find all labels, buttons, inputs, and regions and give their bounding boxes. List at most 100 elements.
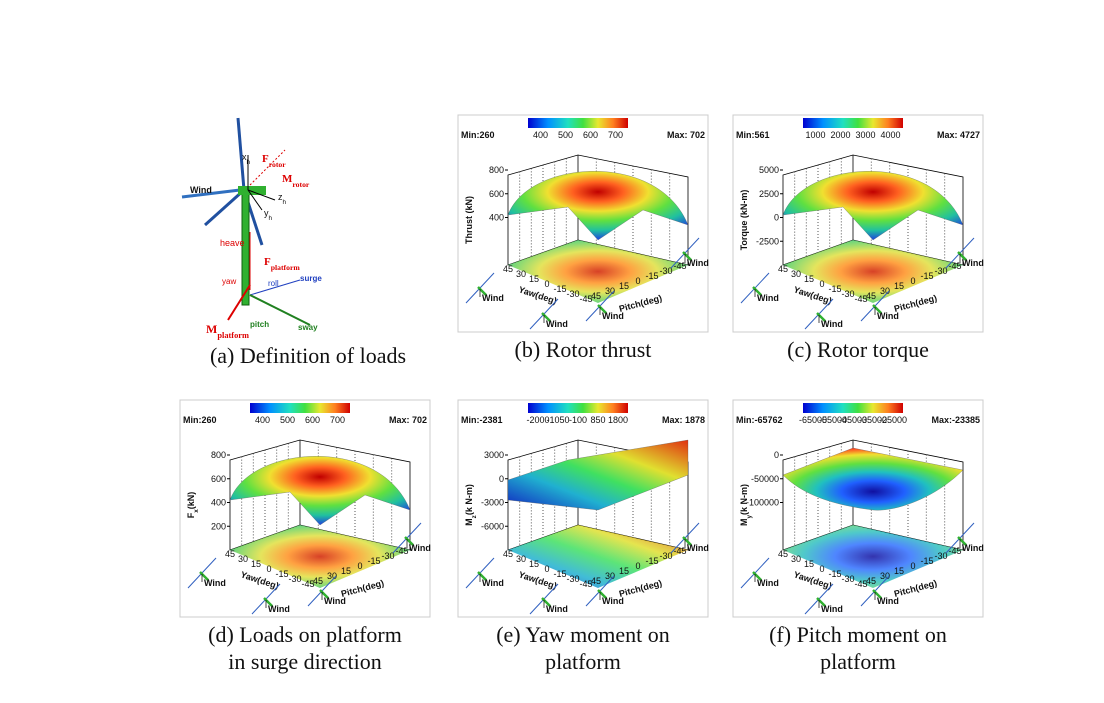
wind-blade <box>404 536 414 546</box>
z-label-part: F <box>186 512 196 518</box>
z-axis-label: Fx(kN) <box>186 492 200 519</box>
moment-label-part: M <box>282 173 293 185</box>
surface <box>507 171 689 241</box>
z-label-part: z <box>471 515 478 518</box>
colorbar <box>528 403 628 413</box>
z-tick-label: 600 <box>489 189 504 199</box>
z-label-part: Torque (kN-m) <box>739 190 749 251</box>
surface <box>782 171 964 241</box>
surface <box>229 456 411 526</box>
colorbar-tick: 1800 <box>608 415 628 425</box>
pitch-tick-label: 30 <box>880 571 890 581</box>
yaw-tick-label: 30 <box>516 554 526 564</box>
yaw-tick-label: -30 <box>566 289 579 299</box>
pitch-tick-label: 30 <box>327 571 337 581</box>
wind-label: Wind <box>268 604 290 614</box>
yaw-tick-label: 30 <box>791 554 801 564</box>
wind-label: Wind <box>324 596 346 606</box>
min-label: Min:561 <box>736 130 770 140</box>
pitch-tick-label: 0 <box>635 276 640 286</box>
pitch-tick-label: -45 <box>673 261 686 271</box>
pitch-tick-label: 15 <box>619 566 629 576</box>
z-label-part: (k N-m) <box>739 484 749 515</box>
pitch-tick-label: 30 <box>880 286 890 296</box>
caption: (e) Yaw moment on <box>496 622 670 647</box>
dof-label: heave <box>220 238 245 248</box>
caption: (f) Pitch moment on <box>769 622 947 647</box>
surface-panel: 400 500 600 700 Min:260 Max: 702 Fx(kN) 800 600 4… <box>179 399 431 618</box>
wind-label: Wind <box>687 543 709 553</box>
z-tick-label: 800 <box>489 165 504 175</box>
wind-label: Wind <box>482 293 504 303</box>
wind-blade <box>816 312 826 322</box>
yaw-tick-label: 45 <box>778 549 788 559</box>
yaw-tick-label: -15 <box>828 284 841 294</box>
wind-label: Wind <box>546 604 568 614</box>
yaw-tick-label: 45 <box>225 549 235 559</box>
pitch-tick-label: 15 <box>341 566 351 576</box>
yaw-tick-label: 30 <box>238 554 248 564</box>
yaw-tick-label: 45 <box>503 264 513 274</box>
dof-label: pitch <box>250 320 269 329</box>
axis-label-part: h <box>269 215 273 222</box>
wind-blade <box>752 286 762 296</box>
pitch-tick-label: -15 <box>920 271 933 281</box>
wind-blade <box>752 571 762 581</box>
caption: in surge direction <box>228 649 382 674</box>
yaw-tick-label: -30 <box>288 574 301 584</box>
floor-contour <box>783 240 963 303</box>
yaw-tick-label: -45 <box>854 294 867 304</box>
yaw-tick-label: 45 <box>778 264 788 274</box>
surface <box>507 439 689 511</box>
z-label-part: (k N-m) <box>464 484 474 515</box>
moment-label: Mrotor <box>282 173 310 189</box>
colorbar-tick: -65000 <box>799 415 827 425</box>
wind-blade <box>477 286 487 296</box>
dof-label: roll <box>268 279 279 288</box>
wind-label: Wind <box>602 596 624 606</box>
z-tick-label: 0 <box>499 474 504 484</box>
yaw-tick-label: 0 <box>819 564 824 574</box>
caption: platform <box>820 649 896 674</box>
yaw-tick-label: -30 <box>841 574 854 584</box>
yaw-tick-label: -45 <box>301 579 314 589</box>
z-tick-label: -3000 <box>481 498 504 508</box>
z-label-part: y <box>746 515 753 519</box>
colorbar <box>250 403 350 413</box>
axis-label-part: x <box>242 152 247 162</box>
pitch-tick-label: -15 <box>645 271 658 281</box>
caption: (b) Rotor thrust <box>515 337 652 362</box>
pitch-tick-label: 30 <box>605 571 615 581</box>
wind-blade <box>199 571 209 581</box>
z-tick-label: 800 <box>211 450 226 460</box>
max-label: Max: 4727 <box>937 130 980 140</box>
axis-label-part: h <box>283 199 287 206</box>
moment-label-part: platform <box>217 331 249 340</box>
floor-contour <box>783 525 963 588</box>
wind-blade <box>263 597 273 607</box>
yaw-tick-label: 15 <box>251 559 261 569</box>
wind-label: Wind <box>821 604 843 614</box>
surface-panel: -2000-1050 -100 850 1800 Min:-2381 Max: 1878 M… <box>457 399 709 618</box>
wind-label: Wind <box>962 258 984 268</box>
colorbar-tick: 4000 <box>880 130 900 140</box>
yaw-tick-label: 0 <box>544 564 549 574</box>
yaw-tick-label: 0 <box>819 279 824 289</box>
pitch-tick-label: 30 <box>605 286 615 296</box>
yaw-tick-label: 30 <box>516 269 526 279</box>
min-label: Min:-65762 <box>736 415 783 425</box>
z-label-part: M <box>739 519 749 527</box>
pitch-tick-label: 0 <box>635 561 640 571</box>
colorbar-tick: 500 <box>558 130 573 140</box>
min-label: Min:260 <box>183 415 217 425</box>
wind-blade <box>319 589 329 599</box>
wind-label: Wind <box>190 185 212 195</box>
colorbar-tick: 850 <box>590 415 605 425</box>
min-label: Min:-2381 <box>461 415 503 425</box>
wind-blade <box>597 304 607 314</box>
z-tick-label: -100000 <box>746 498 779 508</box>
caption: (d) Loads on platform <box>208 622 402 647</box>
moment-label-part: rotor <box>292 180 310 189</box>
colorbar-tick: -35000 <box>859 415 887 425</box>
wind-blade <box>597 589 607 599</box>
